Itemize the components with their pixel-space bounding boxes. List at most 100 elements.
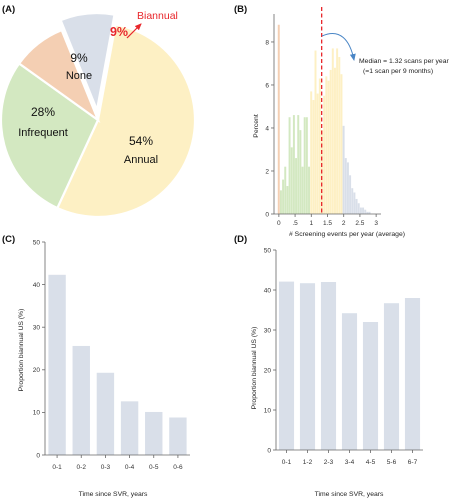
bars-d xyxy=(278,281,421,450)
panel-d-y-axis-title: Proportion biannual US (%) xyxy=(251,327,258,410)
histogram-bar-infrequent xyxy=(282,179,285,214)
panel-c-x-axis-title: Time since SVR, years xyxy=(79,491,148,498)
panel-c-y-axis-title: Proportion biannual US (%) xyxy=(18,309,25,392)
pie-slice-none xyxy=(17,28,101,124)
bar-chart-panel-d: (D) 0-1 1-2 2-3 3-4 4-5 5-6 6-7 0 10 20 30 40 50 Pro… xyxy=(234,234,423,498)
biannual-callout-arrow xyxy=(126,23,142,39)
histogram-x-tick-label: 3 xyxy=(374,220,378,227)
bar-chart-panel-c: (C) 0-1 0-2 0-3 0-4 0-5 0-6 0 10 20 30 40 50 Propor… xyxy=(2,234,190,498)
panel-c-bar-0-5 xyxy=(145,411,163,455)
histogram-bar-infrequent xyxy=(303,117,306,214)
histogram-x-tick-label: .5 xyxy=(292,220,298,227)
pie-chart-panel-a: (A) 9% Biannual 54% Annual 28% Infrequent 9% No… xyxy=(0,4,197,219)
pie-value-label-annual: 54% xyxy=(129,134,153,148)
panel-c-x-tick-label: 0-1 xyxy=(52,464,62,471)
pie-labels: 9% Biannual 54% Annual 28% Infrequent 9% None xyxy=(18,10,178,166)
histogram-bar-none xyxy=(277,24,280,215)
bars-c xyxy=(48,274,187,455)
pie-value-label-none: 9% xyxy=(70,51,88,65)
histogram-y-tick-label: 6 xyxy=(265,82,269,89)
panel-d-y-tick-label: 0 xyxy=(267,447,271,454)
panel-d-x-tick-label: 0-1 xyxy=(282,459,292,466)
histogram-x-tick-label: 2.5 xyxy=(355,220,364,227)
histogram-bar-annual xyxy=(340,74,343,214)
histogram-bar-infrequent xyxy=(292,115,295,214)
pie-category-label-biannual: Biannual xyxy=(137,10,178,22)
histogram-bar-biannual xyxy=(362,207,365,214)
histogram-y-axis-title: Percent xyxy=(253,114,260,138)
panel-d-y-tick-label: 20 xyxy=(264,367,272,374)
histogram-y-tick-label: 4 xyxy=(265,125,269,132)
histogram-bar-annual xyxy=(325,76,328,214)
histogram-bar-biannual xyxy=(366,211,369,214)
histogram-bar-infrequent xyxy=(308,166,311,214)
pie-category-label-none: None xyxy=(66,70,92,82)
panel-d-x-tick-label: 5-6 xyxy=(387,459,397,466)
histogram-panel-b: (B) 0 2 4 6 8 0 .5 1 1.5 2 2.5 3 Percent # Screenin… xyxy=(234,4,449,238)
histogram-x-tick-label: 2 xyxy=(342,220,346,227)
median-annotation-arrow xyxy=(321,33,356,61)
histogram-bar-infrequent xyxy=(297,115,300,214)
histogram-bars xyxy=(277,7,371,215)
histogram-bar-biannual xyxy=(342,125,345,214)
histogram-bar-biannual xyxy=(351,188,354,214)
axes-c: 0-1 0-2 0-3 0-4 0-5 0-6 0 10 20 30 40 50 xyxy=(33,239,190,471)
pie-slices xyxy=(0,11,197,219)
panel-d-x-tick-label: 6-7 xyxy=(408,459,418,466)
histogram-bar-biannual xyxy=(355,198,358,214)
panel-d-x-tick-label: 3-4 xyxy=(345,459,355,466)
histogram-bar-annual xyxy=(323,95,326,214)
panel-c-x-tick-label: 0-2 xyxy=(77,464,87,471)
histogram-bar-infrequent xyxy=(299,130,302,214)
histogram-bar-infrequent xyxy=(305,117,308,214)
axes-d: 0-1 1-2 2-3 3-4 4-5 5-6 6-7 0 10 20 30 40 50 xyxy=(264,247,423,466)
panel-d-bar-4-5 xyxy=(362,322,379,450)
histogram-bar-biannual xyxy=(357,203,360,214)
panel-c-label: (C) xyxy=(2,234,15,245)
panel-d-bar-0-1 xyxy=(278,281,295,450)
histogram-bar-biannual xyxy=(349,175,352,214)
panel-d-bar-2-3 xyxy=(320,282,337,450)
pie-value-label-biannual: 9% xyxy=(110,25,128,39)
panel-d-y-tick-label: 50 xyxy=(264,247,272,254)
panel-c-bar-0-6 xyxy=(169,417,187,455)
histogram-bar-biannual xyxy=(368,211,371,214)
histogram-bar-annual xyxy=(329,69,332,215)
histogram-x-tick-label: 1.5 xyxy=(323,220,332,227)
histogram-bar-annual xyxy=(338,57,341,214)
panel-c-y-tick-label: 20 xyxy=(33,367,41,374)
pie-slice-annual xyxy=(55,23,197,219)
panel-c-x-tick-label: 0-4 xyxy=(125,464,135,471)
histogram-bar-infrequent xyxy=(301,166,304,214)
panel-c-x-tick-label: 0-5 xyxy=(149,464,159,471)
histogram-bar-biannual xyxy=(344,158,347,214)
panel-c-bar-0-2 xyxy=(72,345,90,455)
histogram-bar-annual xyxy=(316,93,319,214)
panel-d-x-tick-label: 4-5 xyxy=(366,459,376,466)
histogram-bar-infrequent xyxy=(286,186,289,214)
histogram-axes: 0 2 4 6 8 0 .5 1 1.5 2 2.5 3 xyxy=(265,14,381,227)
histogram-y-tick-label: 0 xyxy=(265,211,269,218)
panel-c-y-tick-label: 30 xyxy=(33,325,41,332)
pie-category-label-annual: Annual xyxy=(124,154,158,166)
panel-d-y-tick-label: 10 xyxy=(264,407,272,414)
panel-c-bar-0-4 xyxy=(120,401,139,455)
panel-c-y-tick-label: 10 xyxy=(33,410,41,417)
pie-slice-biannual xyxy=(59,11,116,114)
panel-c-y-tick-label: 50 xyxy=(33,239,41,246)
panel-d-bar-5-6 xyxy=(383,303,400,450)
histogram-bar-infrequent xyxy=(284,166,287,214)
panel-c-x-tick-label: 0-3 xyxy=(101,464,111,471)
pie-value-label-infrequent: 28% xyxy=(31,105,55,119)
histogram-bar-infrequent xyxy=(288,117,291,214)
median-annotation-line-2: (=1 scan per 9 months) xyxy=(363,68,433,75)
histogram-x-tick-label: 0 xyxy=(277,220,281,227)
panel-d-bar-3-4 xyxy=(341,313,358,450)
histogram-bar-annual xyxy=(331,48,334,215)
panel-d-x-tick-label: 1-2 xyxy=(303,459,313,466)
panel-c-bar-0-3 xyxy=(96,372,115,455)
panel-c-y-tick-label: 0 xyxy=(36,452,40,459)
panel-a-label: (A) xyxy=(2,4,15,15)
panel-b-label: (B) xyxy=(234,4,247,15)
